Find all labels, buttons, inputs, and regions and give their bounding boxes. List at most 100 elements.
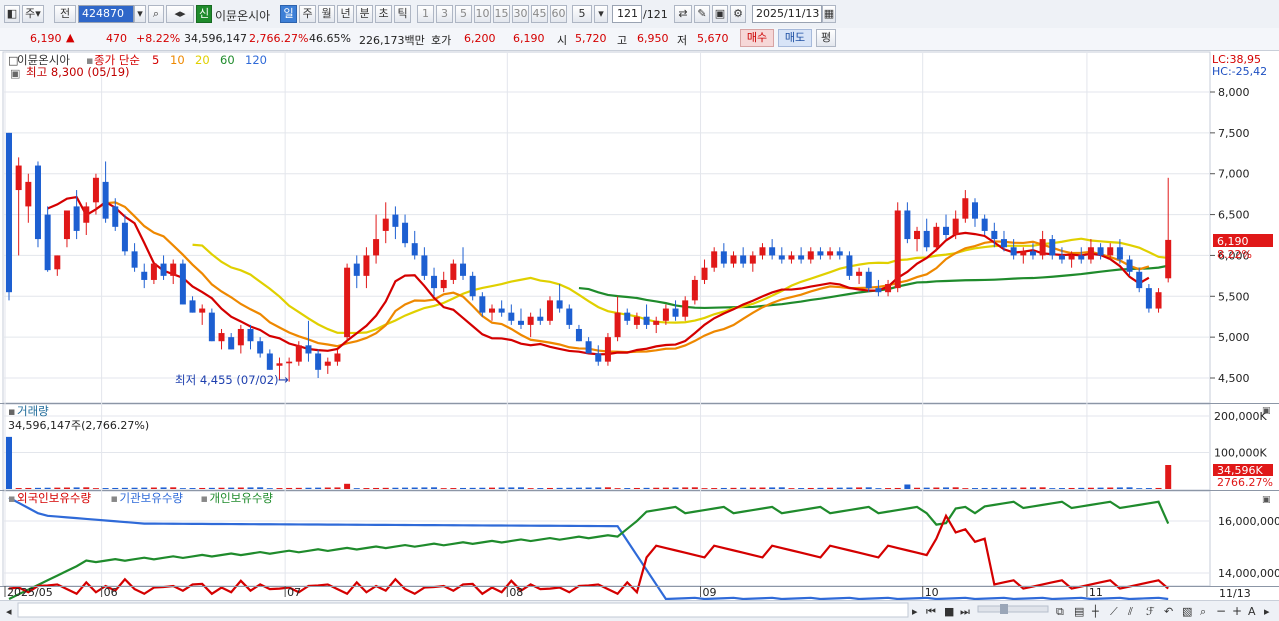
volume-bar [73, 487, 80, 489]
volume-bar [827, 487, 834, 489]
market-select[interactable]: 주▾ [22, 5, 44, 23]
ma-legend-5: 5 [152, 53, 159, 67]
stock-code-input[interactable]: 424870 [78, 5, 134, 23]
minute-button-15[interactable]: 15 [493, 5, 510, 23]
stock-name: 이뮨온시아 [215, 9, 271, 23]
volume-bar [575, 487, 582, 489]
buy-button[interactable]: 매수 [740, 29, 774, 47]
candle [73, 190, 80, 240]
unit-dropdown-icon[interactable]: ▾ [594, 5, 608, 23]
period-tab-2[interactable]: 월 [318, 5, 335, 23]
search-icon[interactable]: ⌕ [148, 5, 164, 23]
candle [943, 214, 950, 240]
candle [556, 284, 563, 313]
fibonacci-icon[interactable]: ℱ [1146, 605, 1155, 618]
holding-legend-icon: ▪ [111, 492, 118, 505]
volume-bar [817, 487, 824, 489]
undo-icon[interactable]: ↶ [1164, 605, 1173, 618]
volume-bar [150, 487, 157, 489]
draw-tool-icon[interactable]: ✎ [694, 5, 710, 23]
candle [1010, 239, 1017, 260]
candle [92, 173, 99, 215]
volume-bar [237, 487, 244, 489]
volume-bar [460, 487, 467, 489]
candle [295, 341, 302, 366]
indicator-box-icon[interactable]: □ [8, 54, 18, 67]
period-tab-5[interactable]: 초 [375, 5, 392, 23]
avg-button[interactable]: 평 [816, 29, 836, 47]
candle [344, 263, 351, 342]
copy-icon[interactable]: ⧉ [1056, 605, 1064, 618]
date-input[interactable]: 2025/11/13 [752, 5, 822, 23]
ma-legend-20: 20 [195, 53, 210, 67]
calendar-icon[interactable]: ▦ [822, 5, 836, 23]
minute-button-30[interactable]: 30 [512, 5, 529, 23]
save-icon[interactable]: ▣ [712, 5, 728, 23]
scroll-right-icon[interactable]: ▸ [912, 605, 918, 618]
volume-bar [15, 488, 22, 489]
zoom-in-icon[interactable]: ⌕ [1200, 605, 1206, 618]
volume-bar [1107, 487, 1114, 489]
image-icon[interactable]: ▧ [1182, 605, 1192, 618]
minute-button-5[interactable]: 5 [455, 5, 472, 23]
holding-panel-maximize-icon[interactable]: ▣ [1262, 495, 1271, 505]
volume-bar [701, 488, 708, 489]
period-tab-3[interactable]: 년 [337, 5, 354, 23]
period-tab-0[interactable]: 일 [280, 5, 297, 23]
zoom-slider-thumb[interactable] [1000, 604, 1008, 614]
period-tab-4[interactable]: 분 [356, 5, 373, 23]
window-menu-icon[interactable]: ◧ [4, 5, 20, 23]
period-tab-6[interactable]: 틱 [394, 5, 411, 23]
prev-button[interactable]: 전 [54, 5, 76, 23]
volume-bar [1020, 487, 1027, 489]
minute-button-3[interactable]: 3 [436, 5, 453, 23]
volume-bar [943, 487, 950, 489]
candle [498, 300, 505, 317]
count-input[interactable]: 121 [612, 5, 642, 23]
crosshair-icon[interactable]: ┼ [1091, 604, 1099, 618]
unit-select[interactable]: 5 [572, 5, 592, 23]
minute-button-1[interactable]: 1 [417, 5, 434, 23]
scroll-end-icon[interactable]: ▸ [1264, 605, 1270, 618]
open-price: 5,720 [575, 32, 607, 45]
candle [759, 243, 766, 260]
stock-chart[interactable]: 8,000 7,500 7,000 6,500 6,000 5,500 5,000 4,500… [0, 51, 1279, 621]
candle [566, 304, 573, 329]
layout-icon[interactable]: ▤ [1074, 605, 1084, 618]
minute-button-10[interactable]: 10 [474, 5, 491, 23]
period-tab-1[interactable]: 주 [299, 5, 316, 23]
settings-gear-icon[interactable]: ⚙ [730, 5, 746, 23]
candle [160, 255, 167, 280]
code-dropdown-icon[interactable]: ▾ [134, 5, 146, 23]
scroll-left-icon[interactable]: ◂ [6, 605, 12, 618]
compare-icon[interactable]: ⇄ [674, 5, 692, 23]
rewind-icon[interactable]: ⏮ [926, 605, 936, 618]
sell-button[interactable]: 매도 [778, 29, 812, 47]
x-axis-end-label: 11/13 [1219, 587, 1251, 600]
stop-icon[interactable]: ■ [944, 605, 954, 618]
volume-bar [324, 487, 331, 489]
channel-icon[interactable]: ⫽ [1127, 605, 1133, 618]
volume-bar [83, 487, 90, 489]
volume-bar [170, 487, 177, 489]
volume-bar [25, 487, 32, 489]
holding-legend-icon: ▪ [201, 492, 208, 505]
reset-icon[interactable]: A [1248, 605, 1256, 618]
forward-icon[interactable]: ⏭ [960, 605, 970, 618]
volume-bar [228, 487, 235, 489]
candle [527, 312, 534, 338]
price-axis-tick: 4,500 [1218, 372, 1250, 385]
sound-toggle-icon[interactable]: ◂▸ [166, 5, 194, 23]
volume-panel-maximize-icon[interactable]: ▣ [1262, 406, 1271, 416]
candle [1126, 255, 1133, 276]
minute-button-60[interactable]: 60 [550, 5, 567, 23]
zoom-slider[interactable] [977, 605, 1049, 613]
volume-bar [885, 488, 892, 489]
volume-bar [373, 487, 380, 489]
candle [489, 304, 495, 321]
add-icon[interactable]: + [1232, 604, 1242, 618]
minute-button-45[interactable]: 45 [531, 5, 548, 23]
zoom-out-icon[interactable]: − [1216, 604, 1226, 618]
trendline-icon[interactable]: ⟋ [1110, 605, 1118, 618]
horizontal-scrollbar[interactable] [17, 602, 909, 618]
